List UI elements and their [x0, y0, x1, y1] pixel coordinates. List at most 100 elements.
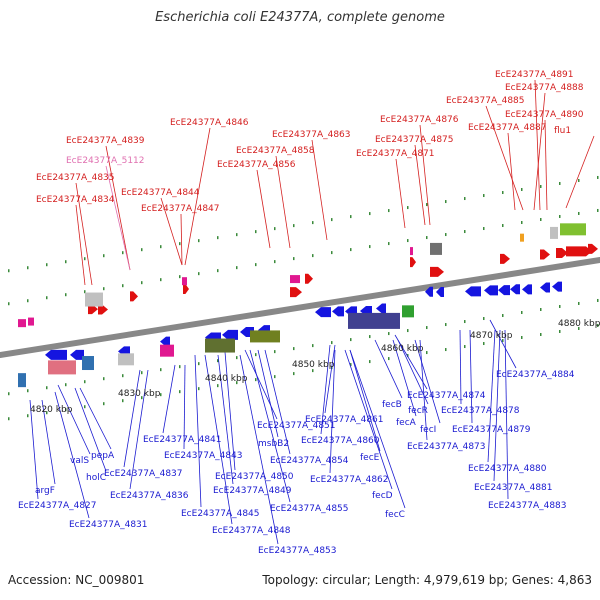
gridline-dot	[27, 299, 29, 303]
gridline-dot	[160, 368, 162, 372]
top-gene-label: EcE24377A_4891	[495, 70, 574, 80]
leader-line	[123, 369, 141, 468]
forward-gene-arrow	[130, 291, 138, 302]
gridline-dot	[27, 389, 29, 393]
reverse-gene-arrow	[522, 284, 532, 295]
leader-line	[257, 349, 279, 438]
kbp-tick-label: 4870 kbp	[470, 331, 513, 341]
leader-line	[397, 339, 429, 405]
leader-line	[275, 155, 291, 249]
gridline-dot	[179, 390, 181, 394]
gridline-dot	[578, 326, 580, 330]
gridline-dot	[122, 374, 124, 378]
gridline-dot	[502, 224, 504, 228]
gridline-dot	[369, 245, 371, 249]
gridline-dot	[255, 263, 257, 267]
kbp-tick-label: 4850 kbp	[292, 360, 335, 370]
top-gene-label: EcE24377A_4846	[170, 118, 249, 128]
leader-line	[507, 132, 516, 211]
bottom-gene-label: holC	[86, 473, 106, 483]
gridline-dot	[369, 335, 371, 339]
top-gene-label: EcE24377A_4835	[36, 173, 115, 183]
bottom-gene-label: EcE24377A_4879	[452, 425, 531, 435]
gridline-dot	[350, 363, 352, 367]
reverse-gene-arrow	[160, 336, 170, 347]
reverse-gene-arrow	[332, 306, 344, 317]
gridline-dot	[559, 214, 561, 218]
bottom-gene-label: fecR	[408, 406, 428, 416]
leader-line	[79, 387, 112, 450]
gridline-dot	[255, 353, 257, 357]
leader-line	[75, 204, 86, 286]
gene-box	[520, 233, 524, 242]
leader-line	[184, 127, 211, 266]
gene-box	[402, 305, 414, 318]
leader-line	[105, 165, 131, 271]
forward-gene-arrow	[540, 249, 550, 260]
gridline-dot	[483, 194, 485, 198]
top-gene-label: EcE24377A_4858	[236, 146, 315, 156]
bottom-gene-label: fecC	[385, 510, 405, 520]
gridline-dot	[350, 215, 352, 219]
gridline-dot	[84, 405, 86, 409]
leader-line	[249, 349, 291, 503]
gridline-dot	[388, 332, 390, 336]
top-gene-label: EcE24377A_4885	[446, 96, 525, 106]
leader-line	[493, 329, 501, 482]
top-gene-label: EcE24377A_4871	[356, 149, 435, 159]
leader-line	[487, 329, 496, 463]
leader-line	[504, 329, 509, 500]
bottom-gene-label: EcE24377A_4883	[488, 501, 567, 511]
reverse-gene-arrow	[222, 329, 238, 340]
bottom-gene-label: fecA	[396, 418, 417, 428]
leader-line	[320, 344, 331, 435]
gridline-dot	[445, 233, 447, 237]
leader-line	[349, 349, 406, 509]
bottom-gene-label: EcE24377A_4848	[212, 526, 291, 536]
bottom-gene-label: EcE24377A_4836	[110, 491, 189, 501]
leader-line	[224, 351, 236, 471]
accession-label: Accession: NC_009801	[8, 573, 145, 587]
bottom-gene-label: msbB2	[258, 439, 289, 449]
gridline-dot	[578, 301, 580, 305]
gridline-dot	[198, 387, 200, 391]
leader-line	[183, 364, 186, 450]
bottom-gene-label: EcE24377A_4862	[310, 475, 389, 485]
gridline-dot	[122, 399, 124, 403]
leader-line	[419, 339, 428, 441]
gridline-dot	[331, 251, 333, 255]
gridline-dot	[217, 236, 219, 240]
gridline-dot	[160, 245, 162, 249]
gridline-dot	[464, 320, 466, 324]
reverse-gene-arrow	[510, 284, 520, 295]
leader-line	[57, 384, 91, 455]
leader-line	[414, 144, 426, 226]
gridline-dot	[65, 408, 67, 412]
gene-box	[250, 330, 280, 343]
gridline-dot	[388, 242, 390, 246]
bottom-gene-label: EcE24377A_4845	[181, 509, 260, 519]
gene-box	[182, 277, 187, 286]
bottom-gene-label: argF	[35, 486, 55, 496]
gridline-dot	[160, 393, 162, 397]
gridline-dot	[483, 227, 485, 231]
gridline-dot	[236, 381, 238, 385]
kbp-tick-label: 4830 kbp	[118, 389, 161, 399]
reverse-gene-arrow	[315, 307, 331, 318]
gridline-dot	[407, 354, 409, 358]
leader-line	[74, 387, 107, 472]
gridline-dot	[369, 360, 371, 364]
gridline-dot	[160, 278, 162, 282]
gridline-dot	[27, 414, 29, 418]
gridline-dot	[274, 227, 276, 231]
kbp-tick-label: 4860 kbp	[381, 344, 424, 354]
gridline-dot	[559, 181, 561, 185]
leader-line	[485, 105, 524, 211]
gridline-dot	[293, 224, 295, 228]
bottom-gene-label: EcE24377A_4878	[441, 406, 520, 416]
forward-gene-arrow	[88, 304, 98, 315]
bottom-gene-label: EcE24377A_4881	[474, 483, 553, 493]
bottom-gene-label: EcE24377A_4841	[143, 435, 222, 445]
top-gene-label: flu1	[554, 126, 571, 136]
